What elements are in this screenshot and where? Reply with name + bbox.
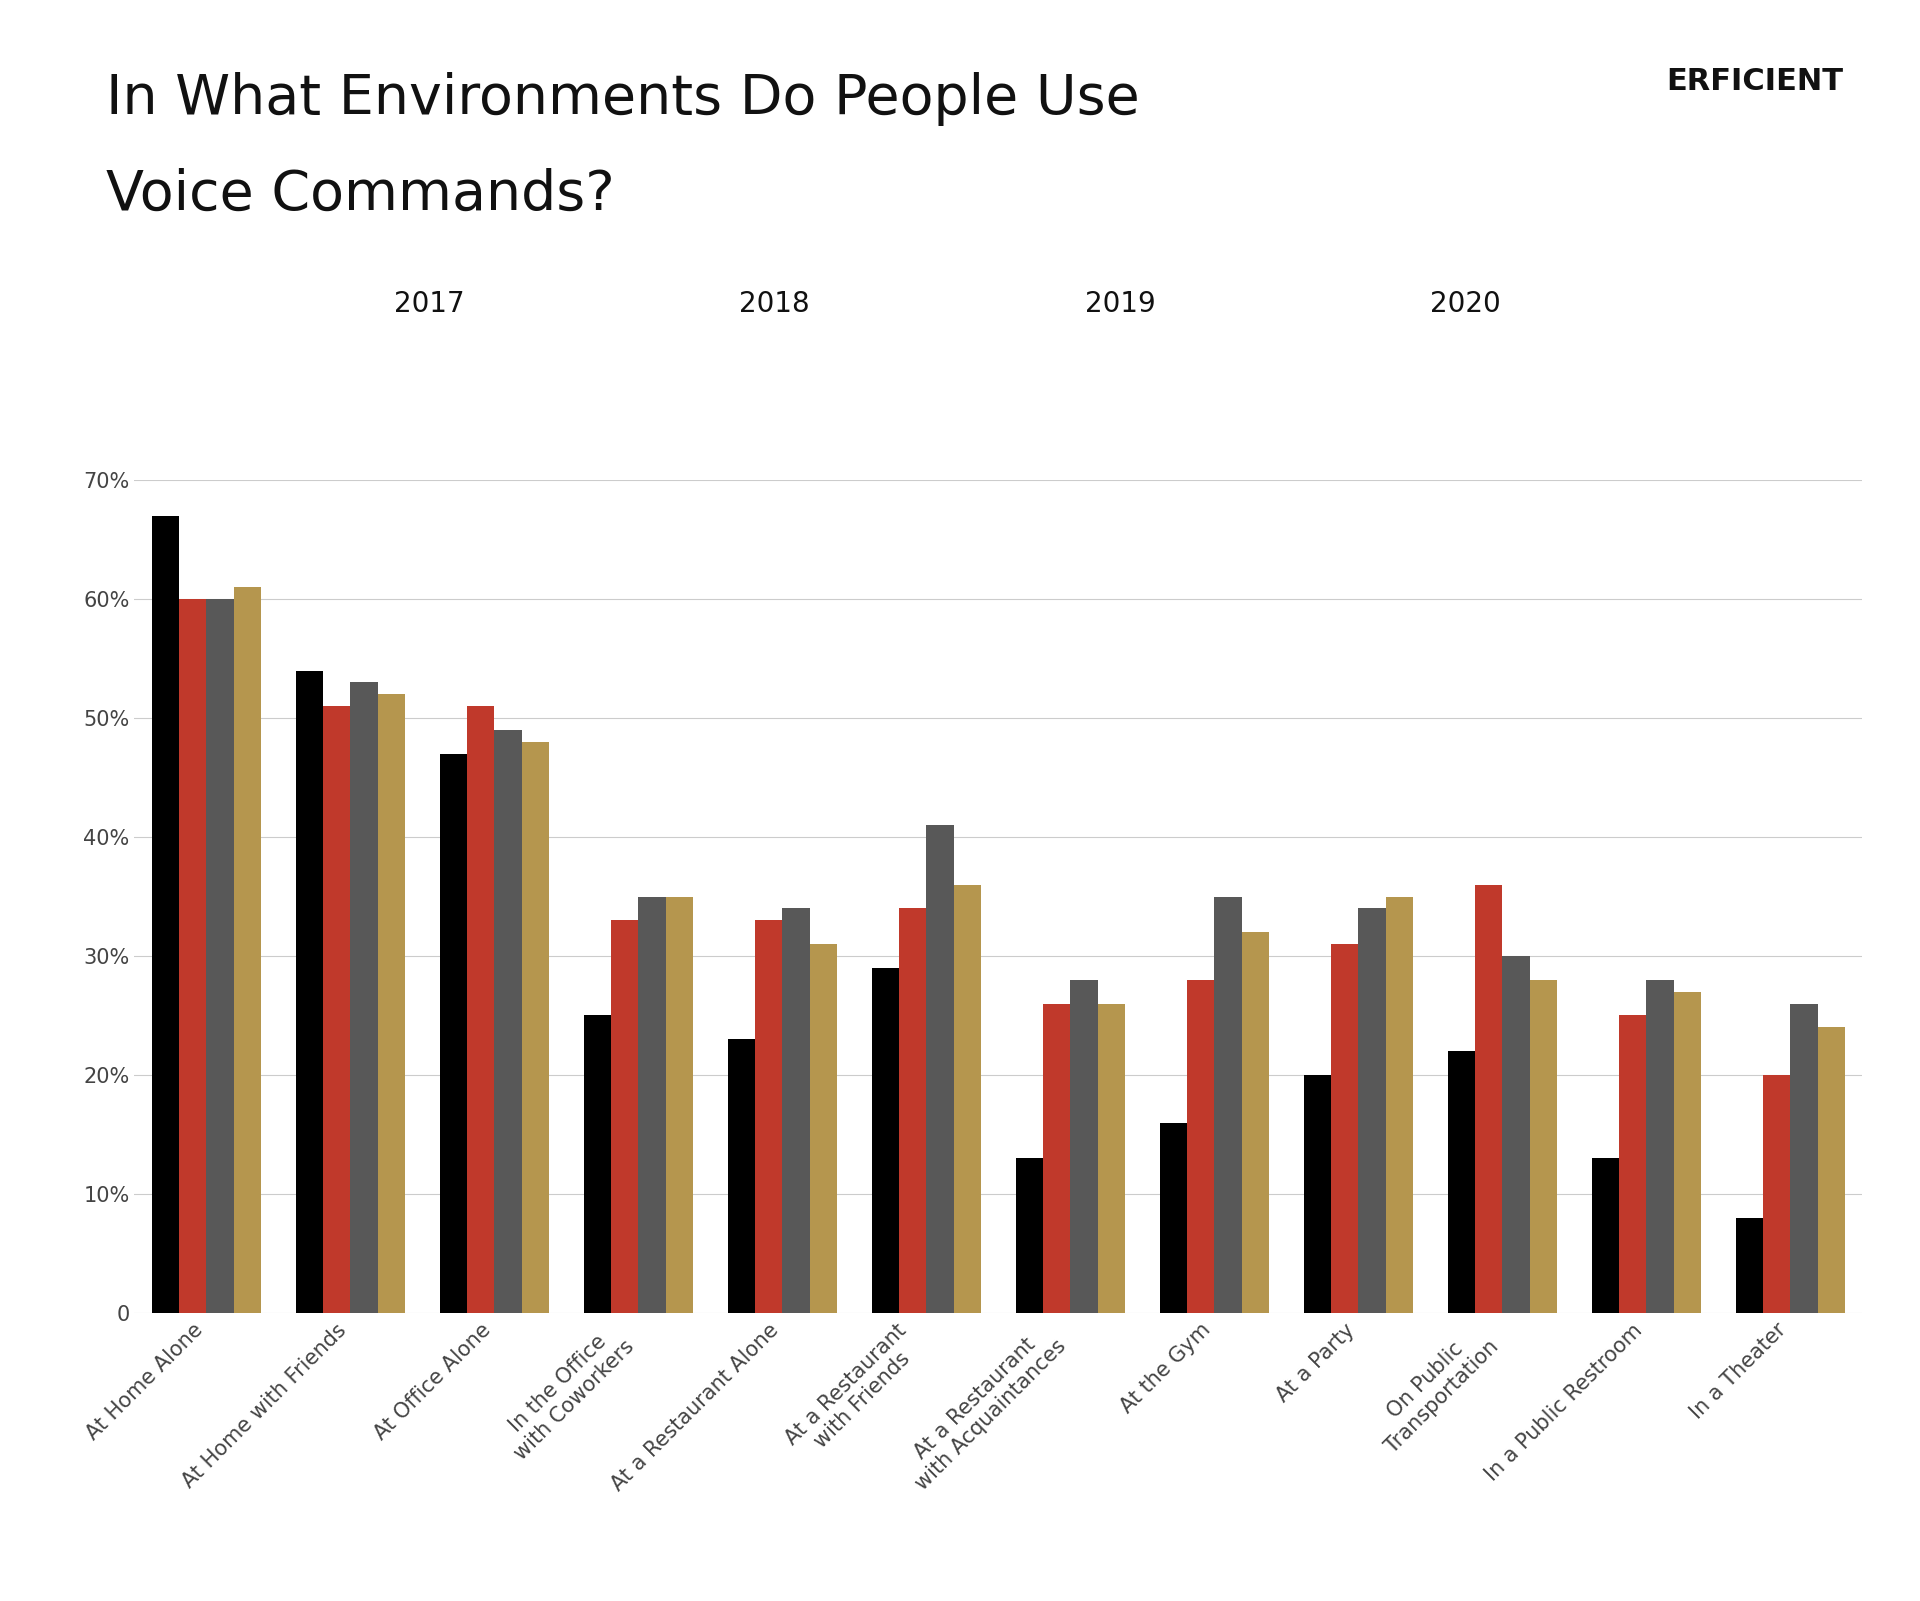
Bar <box>954 885 981 1313</box>
Bar <box>296 671 323 1313</box>
Text: In What Environments Do People Use: In What Environments Do People Use <box>106 72 1139 126</box>
Bar <box>1736 1218 1763 1313</box>
Bar <box>152 516 179 1313</box>
Bar <box>728 1039 755 1313</box>
Bar <box>611 921 637 1313</box>
Bar <box>1475 885 1501 1313</box>
Bar <box>666 897 693 1313</box>
Bar <box>1016 1158 1043 1313</box>
Bar <box>1386 897 1413 1313</box>
Bar <box>205 599 234 1313</box>
Bar <box>378 695 405 1313</box>
Bar <box>349 682 378 1313</box>
Bar <box>234 588 261 1313</box>
Bar <box>1763 1074 1789 1313</box>
Text: Voice Commands?: Voice Commands? <box>106 168 614 223</box>
Bar <box>522 741 549 1313</box>
Bar <box>1187 980 1215 1313</box>
Bar <box>1098 1004 1125 1313</box>
Bar <box>323 706 349 1313</box>
Bar <box>755 921 781 1313</box>
Bar <box>440 754 467 1313</box>
Bar <box>1357 908 1386 1313</box>
Text: 2018: 2018 <box>739 290 810 319</box>
Bar <box>1619 1015 1645 1313</box>
Text: 2019: 2019 <box>1085 290 1156 319</box>
Bar <box>1674 991 1701 1313</box>
Bar <box>1501 956 1530 1313</box>
Bar <box>1645 980 1674 1313</box>
Bar <box>584 1015 611 1313</box>
Bar <box>872 969 899 1313</box>
Text: 2017: 2017 <box>394 290 465 319</box>
Bar <box>1043 1004 1071 1313</box>
Bar <box>1304 1074 1331 1313</box>
Bar <box>467 706 493 1313</box>
Bar <box>1069 980 1098 1313</box>
Bar <box>1530 980 1557 1313</box>
Bar <box>781 908 810 1313</box>
Bar <box>1160 1122 1187 1313</box>
Bar <box>1213 897 1242 1313</box>
Text: P: P <box>1626 67 1649 96</box>
Bar <box>925 825 954 1313</box>
Text: ERFICIENT: ERFICIENT <box>1667 67 1843 96</box>
Bar <box>1242 932 1269 1313</box>
Bar <box>1448 1052 1475 1313</box>
Bar <box>810 945 837 1313</box>
Bar <box>1592 1158 1619 1313</box>
Bar <box>493 730 522 1313</box>
Bar <box>1331 945 1357 1313</box>
Bar <box>1818 1028 1845 1313</box>
Bar <box>637 897 666 1313</box>
Bar <box>179 599 205 1313</box>
Bar <box>1789 1004 1818 1313</box>
Bar <box>899 908 925 1313</box>
Text: 2020: 2020 <box>1430 290 1501 319</box>
